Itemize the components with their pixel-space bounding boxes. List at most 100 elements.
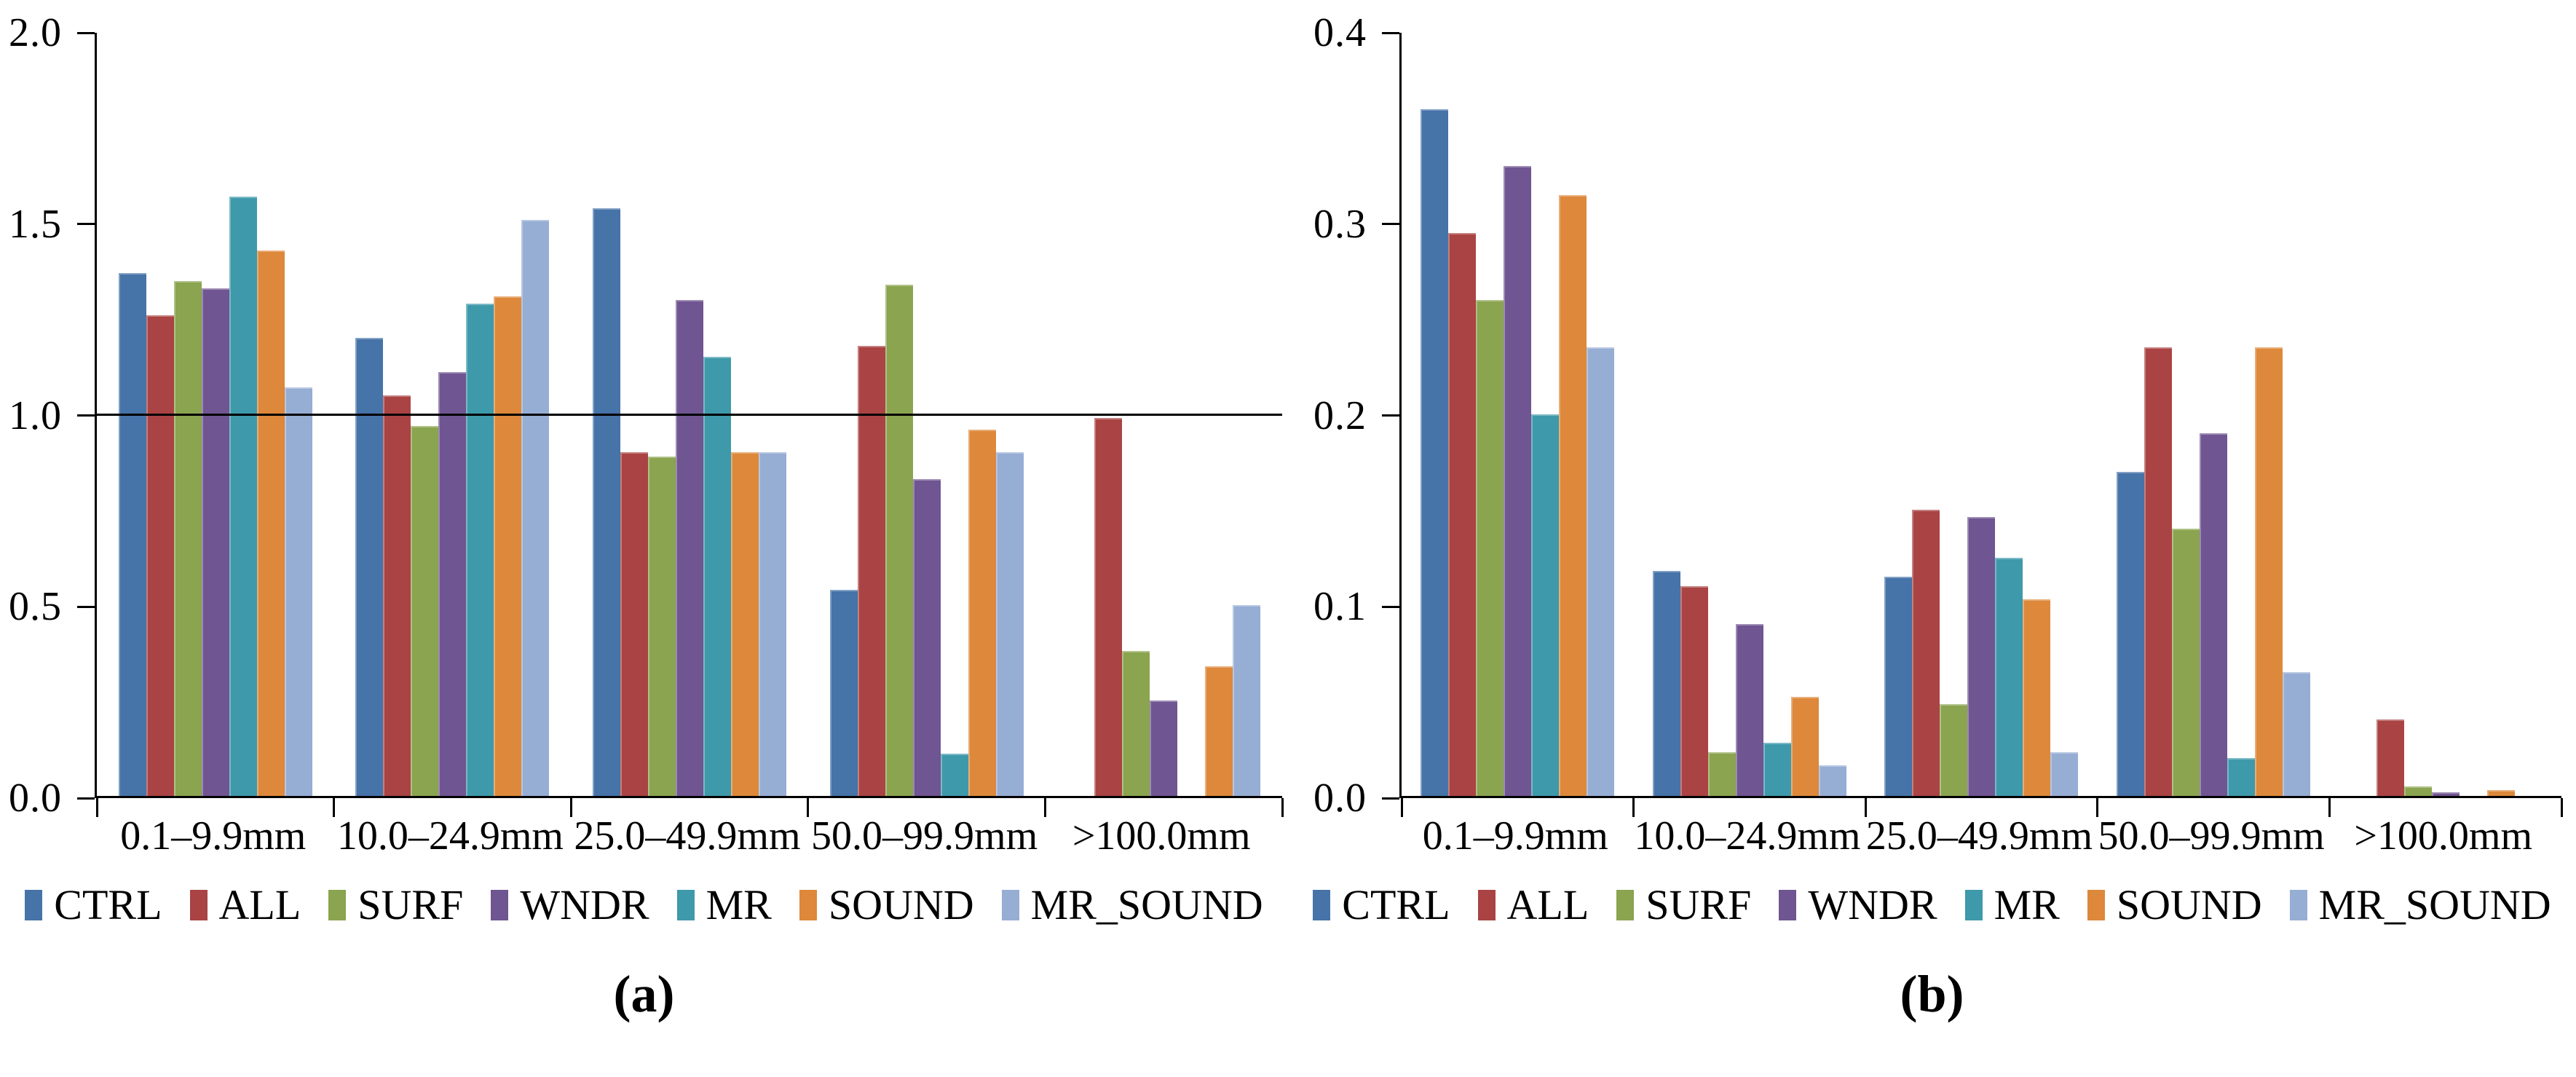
- bar-surf: [647, 456, 676, 796]
- y-tick-mark: [1382, 797, 1399, 800]
- bar-all: [146, 315, 174, 796]
- legend-item-surf: SURF: [328, 880, 464, 928]
- bar-mr: [229, 197, 257, 796]
- bar-sound: [2023, 599, 2051, 796]
- bar-wndr: [1967, 517, 1996, 796]
- legend: CTRL ALL SURF WNDR MR SOUND MR_SOUND: [0, 880, 1288, 928]
- chart-b: 0.0 0.1 0.2 0.3 0.4 0.1–9.9mm 10.0–24.9mm 25.0…: [1288, 0, 2576, 1077]
- bar-all: [1912, 510, 1940, 796]
- y-tick-label: 0.0: [1313, 776, 1367, 821]
- bar-ctrl: [355, 338, 384, 796]
- legend-label: MR: [1994, 880, 2060, 928]
- bar-sound: [1559, 194, 1587, 796]
- legend-swatch-icon: [491, 889, 509, 920]
- bar-group: [334, 33, 572, 796]
- legend-label: WNDR: [520, 880, 649, 928]
- plot-row: 0.0 0.1 0.2 0.3 0.4: [1288, 12, 2576, 818]
- legend-label: CTRL: [54, 880, 162, 928]
- y-tick-label: 0.3: [1313, 201, 1367, 247]
- x-tick-mark: [1864, 798, 1867, 817]
- bar-group: [2098, 33, 2330, 796]
- legend-item-all: ALL: [1477, 880, 1589, 928]
- y-tick-mark: [77, 31, 95, 34]
- category-label: 25.0–49.9mm: [574, 813, 801, 859]
- legend-item-mr_sound: MR_SOUND: [2289, 883, 2551, 926]
- bar-wndr: [1735, 624, 1763, 796]
- bar-surf: [173, 280, 202, 796]
- legend-swatch-icon: [1779, 889, 1797, 920]
- legend-label: SOUND: [828, 880, 974, 928]
- caption-row: (b): [1288, 964, 2576, 1025]
- bar-sound: [2255, 347, 2283, 796]
- legend-swatch-icon: [1964, 889, 1983, 920]
- category-label: 25.0–49.9mm: [1865, 813, 2093, 859]
- y-tick-label: 0.2: [1313, 392, 1367, 438]
- x-tick-mark: [95, 798, 98, 817]
- legend-swatch-icon: [2087, 889, 2105, 920]
- plot-area: [95, 33, 1284, 817]
- bar-wndr: [2200, 433, 2228, 796]
- category-label: >100.0mm: [1072, 813, 1251, 859]
- bar-group: [1045, 33, 1282, 796]
- legend-item-wndr: WNDR: [491, 880, 649, 928]
- legend-label: SURF: [1645, 880, 1752, 928]
- bar-surf: [2172, 529, 2200, 796]
- legend-swatch-icon: [2289, 889, 2307, 920]
- y-tick-mark: [1382, 31, 1399, 34]
- x-tick-mark: [569, 798, 572, 817]
- bar-mr_sound: [1233, 605, 1261, 796]
- bar-wndr: [438, 372, 467, 796]
- bar-group: [1634, 33, 1866, 796]
- legend-label: WNDR: [1808, 880, 1937, 928]
- legend-item-mr: MR: [676, 883, 772, 926]
- bar-all: [2376, 719, 2404, 796]
- bar-wndr: [675, 299, 703, 796]
- bar-mr: [1995, 557, 2023, 796]
- bar-group: [97, 33, 334, 796]
- y-tick-mark: [1382, 223, 1399, 226]
- bar-surf: [1122, 650, 1150, 796]
- legend: CTRL ALL SURF WNDR MR SOUND MR_SOUND: [1288, 880, 2576, 928]
- bar-all: [383, 395, 411, 796]
- x-tick-mark: [1400, 798, 1403, 817]
- legend-swatch-icon: [676, 889, 695, 920]
- legend-label: SURF: [357, 880, 464, 928]
- bar-all: [857, 345, 885, 796]
- bar-all: [1448, 233, 1477, 796]
- x-tick-mark: [2096, 798, 2099, 817]
- plot-row: 0.0 0.5 1.0 1.5 2.0: [0, 12, 1288, 818]
- bar-group: [808, 33, 1046, 796]
- bar-group: [2329, 33, 2561, 796]
- caption-a: (a): [613, 964, 675, 1023]
- bar-ctrl: [2117, 471, 2145, 796]
- y-tick-mark: [77, 605, 95, 608]
- legend-swatch-icon: [328, 889, 347, 920]
- bar-group: [571, 33, 808, 796]
- bar-mr_sound: [758, 452, 786, 796]
- bar-mr: [2227, 757, 2256, 796]
- category-label: 10.0–24.9mm: [336, 813, 564, 859]
- y-axis: 0.0 0.1 0.2 0.3 0.4: [1288, 12, 1399, 818]
- plot-area: [1399, 33, 2563, 817]
- bar-sound: [494, 296, 522, 796]
- legend-item-sound: SOUND: [2087, 883, 2262, 926]
- bar-sound: [1205, 666, 1233, 796]
- bar-surf: [1940, 704, 1968, 796]
- bar-mr_sound: [521, 219, 550, 796]
- bar-sound: [968, 429, 996, 796]
- y-tick-mark: [77, 797, 95, 800]
- bar-mr_sound: [284, 387, 312, 796]
- category-label: 0.1–9.9mm: [1422, 813, 1608, 859]
- y-tick-label: 0.0: [9, 776, 62, 821]
- bar-ctrl: [592, 208, 620, 796]
- bar-ctrl: [1884, 576, 1913, 796]
- bar-mr_sound: [1818, 765, 1846, 796]
- bar-all: [2144, 347, 2173, 796]
- bar-group: [1402, 33, 1634, 796]
- legend-label: ALL: [1506, 880, 1589, 928]
- bar-mr_sound: [2050, 751, 2079, 796]
- bar-ctrl: [1421, 109, 1449, 796]
- y-axis: 0.0 0.5 1.0 1.5 2.0: [0, 12, 95, 818]
- bar-mr: [466, 304, 494, 796]
